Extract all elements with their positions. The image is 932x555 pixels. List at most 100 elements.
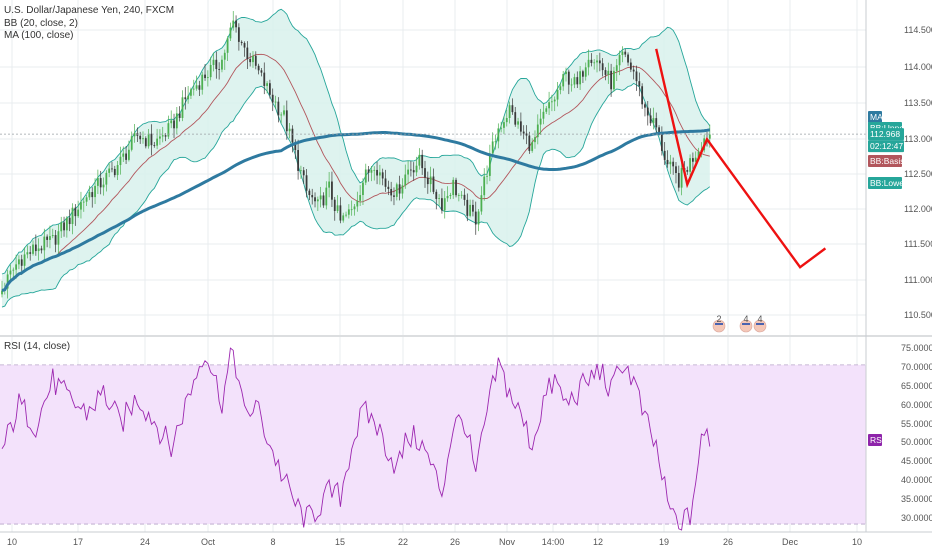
rsi-tick-label: 30.0000	[901, 513, 932, 523]
candle-body	[548, 102, 550, 109]
rsi-tick-label: 35.0000	[901, 494, 932, 504]
candle-body	[536, 124, 539, 138]
candle-body	[528, 135, 531, 151]
candle-body	[655, 118, 658, 128]
candle	[82, 197, 85, 212]
candle-body	[235, 20, 237, 28]
candle-body	[494, 141, 497, 143]
candle-body	[542, 111, 545, 119]
candle-body	[429, 176, 432, 185]
time-tick-label: 10	[852, 537, 862, 547]
price-tick-label: 112.500	[904, 169, 932, 179]
candle-body	[517, 121, 519, 125]
candle	[517, 117, 519, 129]
rsi-tick-label: 50.0000	[901, 437, 932, 447]
candle	[545, 106, 548, 115]
candle	[285, 100, 288, 140]
candle	[347, 204, 350, 219]
candle-body	[525, 133, 528, 136]
candle	[443, 190, 446, 219]
candle	[26, 245, 29, 259]
countdown-tag: 02:12:47	[868, 140, 904, 153]
candle-body	[240, 41, 243, 44]
candle-body	[672, 161, 675, 167]
candle-body	[237, 27, 240, 42]
candle-body	[173, 120, 175, 129]
candle	[252, 51, 254, 68]
candle-body	[590, 59, 593, 63]
candle	[125, 146, 127, 164]
candle	[350, 200, 353, 216]
candle-body	[508, 105, 511, 118]
candle-body	[82, 201, 85, 203]
candle-body	[71, 207, 74, 225]
candle-body	[519, 121, 522, 132]
candle	[339, 197, 342, 224]
candle	[12, 267, 15, 279]
candle-body	[260, 70, 263, 73]
candle-body	[593, 62, 596, 64]
candle-body	[314, 197, 316, 202]
candle-body	[147, 133, 150, 147]
candle	[601, 58, 604, 77]
candle	[105, 170, 108, 192]
countdown-tag-text: 02:12:47	[870, 141, 903, 151]
candle	[274, 95, 277, 109]
rsi-tick-label: 65.0000	[901, 381, 932, 391]
rsi-tick-label: 55.0000	[901, 419, 932, 429]
price-tick-label: 111.500	[904, 239, 932, 249]
candle	[686, 166, 689, 175]
candle-body	[277, 101, 280, 116]
candle-body	[522, 131, 525, 134]
rsi-line	[1, 347, 711, 531]
candle-body	[553, 99, 556, 102]
candle-body	[378, 172, 381, 176]
candle	[277, 97, 280, 123]
candle-body	[582, 71, 584, 77]
candle	[283, 105, 285, 117]
candle-body	[336, 205, 339, 211]
candle	[525, 125, 528, 145]
candle-body	[466, 199, 469, 216]
candle	[280, 112, 283, 124]
candle	[51, 228, 54, 239]
candle-body	[477, 211, 480, 225]
candle-body	[621, 51, 624, 56]
candle	[322, 192, 325, 208]
candle	[649, 108, 652, 126]
candle	[116, 161, 119, 181]
candle-body	[164, 135, 167, 137]
candle	[111, 161, 113, 173]
candle	[395, 182, 398, 201]
candle-body	[285, 110, 288, 132]
candle-body	[559, 86, 562, 91]
candle-body	[497, 128, 500, 142]
candle	[43, 228, 46, 260]
candle-body	[638, 81, 641, 87]
candle-body	[144, 138, 147, 147]
candle-body	[91, 192, 94, 198]
candle-body	[398, 184, 401, 194]
candle-body	[689, 158, 691, 172]
candle	[232, 11, 235, 31]
time-tick-label: 19	[659, 537, 669, 547]
candle	[364, 163, 367, 186]
candle	[435, 189, 438, 210]
candle-body	[660, 133, 663, 151]
candle	[229, 22, 232, 42]
candle	[629, 58, 632, 73]
candle	[666, 150, 669, 168]
candle	[488, 144, 491, 182]
candle-body	[34, 244, 37, 252]
candle-body	[373, 169, 376, 171]
candle	[159, 129, 161, 145]
time-tick-label: 17	[73, 537, 83, 547]
candle-body	[175, 113, 178, 129]
candle-body	[322, 195, 325, 206]
candle	[269, 79, 271, 99]
candle-body	[381, 172, 384, 179]
candle	[556, 81, 559, 107]
candle	[94, 178, 96, 204]
candle-body	[302, 170, 305, 176]
candle-body	[435, 191, 438, 199]
